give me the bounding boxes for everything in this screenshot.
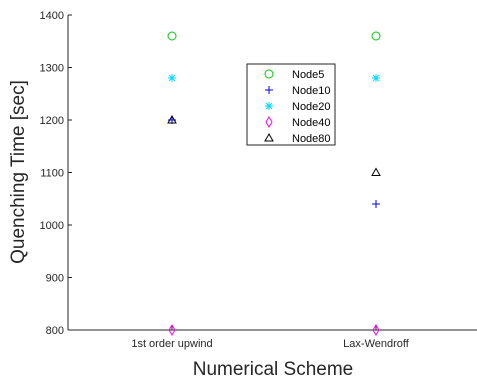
legend-label: Node10 <box>292 85 331 97</box>
legend-label: Node80 <box>292 133 331 145</box>
legend-item-node40: Node40 <box>265 116 331 129</box>
legend-box <box>246 63 336 146</box>
x-tick-label: Lax-Wendroff <box>343 338 410 350</box>
circle-marker <box>167 31 177 41</box>
circle-marker <box>371 31 381 41</box>
y-tick-label: 1000 <box>40 220 64 232</box>
triangle-marker <box>371 167 381 176</box>
y-axis-title: Quenching Time [sec] <box>8 80 29 264</box>
x-axis-title: Numerical Scheme <box>193 359 354 380</box>
asterisk-marker <box>372 74 380 82</box>
data-point-node20-1 <box>168 74 176 82</box>
legend-label: Node40 <box>292 117 331 129</box>
y-tick-label: 1400 <box>40 10 64 22</box>
circle-marker <box>264 69 274 79</box>
legend-marker <box>265 116 273 128</box>
x-tick-label: 1st order upwind <box>131 338 212 350</box>
plus-marker <box>372 200 380 208</box>
y-tick-label: 900 <box>46 273 64 285</box>
data-point-node80-1 <box>167 114 177 124</box>
legend-item-node20: Node20 <box>265 101 331 113</box>
asterisk-marker <box>168 74 176 82</box>
data-point-node20-2 <box>372 74 380 82</box>
legend-label: Node20 <box>292 101 331 113</box>
y-tick-label: 800 <box>46 325 64 337</box>
triangle-marker <box>264 132 274 142</box>
triangle-marker <box>167 114 177 124</box>
axes <box>67 15 477 331</box>
y-tick-label: 1200 <box>40 115 64 127</box>
legend-marker <box>265 86 273 94</box>
legend: Node5 Node10 Node20 Node40 Node80 <box>246 63 336 146</box>
y-axis-ticks: 800 900 1000 1100 1200 1300 1400 <box>40 10 72 337</box>
data-points <box>167 31 381 336</box>
legend-marker <box>265 102 273 110</box>
data-point-node5-2 <box>371 31 381 41</box>
y-tick-label: 1300 <box>40 63 64 75</box>
legend-item-node80: Node80 <box>264 132 331 145</box>
data-point-node40-2 <box>372 324 380 336</box>
plus-marker <box>265 86 273 94</box>
legend-item-node10: Node10 <box>265 85 331 97</box>
data-point-node40-1 <box>168 324 176 336</box>
legend-label: Node5 <box>292 69 324 81</box>
y-tick-label: 1100 <box>40 168 64 180</box>
diamond-marker <box>372 324 380 336</box>
diamond-marker <box>265 116 273 128</box>
diamond-marker <box>168 324 176 336</box>
data-point-node5-1 <box>167 31 177 41</box>
x-axis-ticks: 1st order upwind Lax-Wendroff <box>131 326 410 350</box>
data-point-node10-2 <box>372 200 380 208</box>
asterisk-marker <box>265 102 273 110</box>
data-point-node80-2 <box>371 167 381 176</box>
legend-marker <box>264 132 274 142</box>
legend-item-node5: Node5 <box>264 69 324 81</box>
legend-marker <box>264 69 274 79</box>
